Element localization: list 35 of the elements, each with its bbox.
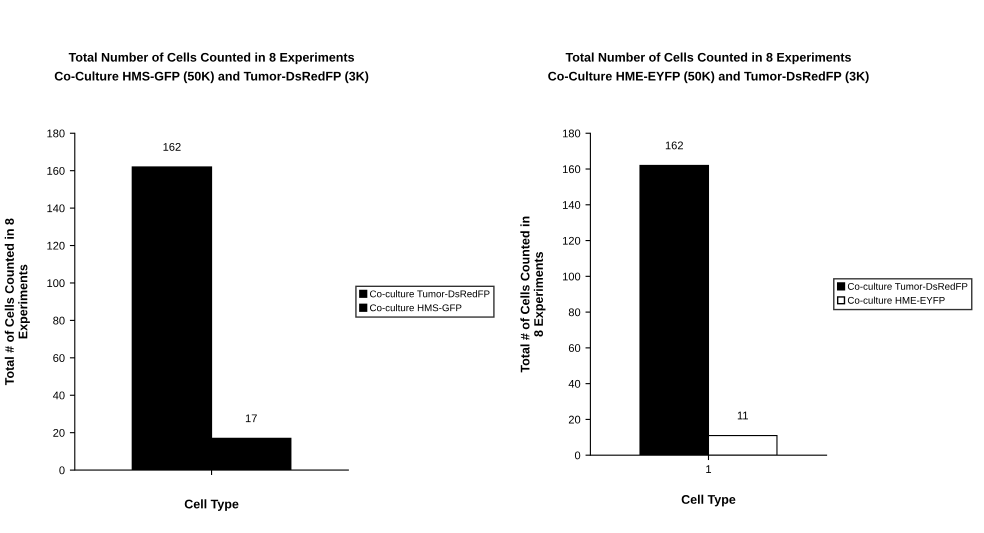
y-tick-label: 80: [53, 316, 65, 325]
y-tick-label: 60: [568, 344, 580, 352]
y-tick-label: 140: [47, 204, 65, 212]
y-tick-label: 20: [568, 416, 580, 424]
y-tick-label: 180: [47, 130, 65, 138]
legend-label: Co-culture HMS-GFP: [370, 304, 462, 312]
chart-title: Total Number of Cells Counted in 8 Experiments Co-Culture HMS-GFP (50K) and Tumor-DsRedFP (3K): [54, 52, 368, 84]
y-tick-label: 160: [47, 166, 65, 175]
y-tick-label: 180: [562, 130, 580, 138]
data-label: 162: [163, 142, 181, 151]
x-axis-title: Cell Type: [682, 494, 736, 506]
y-tick-label: 40: [52, 392, 65, 400]
y-tick-label: 140: [562, 201, 580, 209]
data-label: 11: [738, 412, 748, 420]
y-tick-label: 120: [562, 236, 580, 245]
y-tick-label: 0: [574, 451, 580, 460]
data-label: 162: [666, 141, 683, 150]
y-tick-label: 60: [53, 354, 65, 362]
x-axis-title: Cell Type: [184, 499, 238, 511]
legend-label: Co-culture HME-EYFP: [848, 296, 945, 304]
y-axis-title: Total # of Cells Counted in 8 Experiments: [520, 216, 546, 372]
y-tick-label: 80: [568, 308, 580, 316]
y-tick-label: 100: [562, 272, 580, 280]
data-label: 17: [246, 414, 257, 422]
y-axis-title: Total # of Cells Counted in 8 Experiments: [4, 218, 30, 386]
y-tick-label: 100: [47, 279, 65, 288]
y-tick-label: 120: [47, 242, 65, 250]
legend-label: Co-culture Tumor-DsRedFP: [848, 282, 968, 290]
y-tick-label: 0: [59, 466, 65, 474]
legend-label: Co-culture Tumor-DsRedFP: [370, 290, 490, 298]
y-tick-label: 20: [53, 428, 65, 437]
chart-title: Total Number of Cells Counted in 8 Experiments Co-Culture HME-EYFP (50K) and Tumor-DsRedFP (3K): [548, 52, 869, 84]
y-tick-label: 40: [568, 380, 580, 388]
y-tick-label: 160: [562, 165, 580, 174]
x-tick-label: 1: [706, 465, 712, 473]
